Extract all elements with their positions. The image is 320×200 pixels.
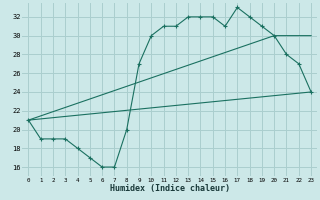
X-axis label: Humidex (Indice chaleur): Humidex (Indice chaleur) (110, 184, 230, 193)
